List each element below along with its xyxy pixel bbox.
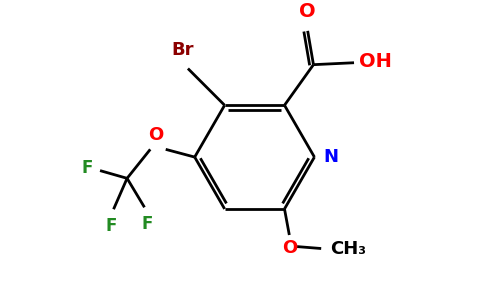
- Text: O: O: [149, 126, 164, 144]
- Text: OH: OH: [359, 52, 392, 71]
- Text: O: O: [282, 239, 297, 257]
- Text: F: F: [142, 215, 153, 233]
- Text: CH₃: CH₃: [330, 239, 366, 257]
- Text: F: F: [82, 159, 93, 177]
- Text: F: F: [106, 217, 117, 235]
- Text: N: N: [323, 148, 338, 166]
- Text: O: O: [300, 2, 316, 21]
- Text: Br: Br: [172, 41, 195, 59]
